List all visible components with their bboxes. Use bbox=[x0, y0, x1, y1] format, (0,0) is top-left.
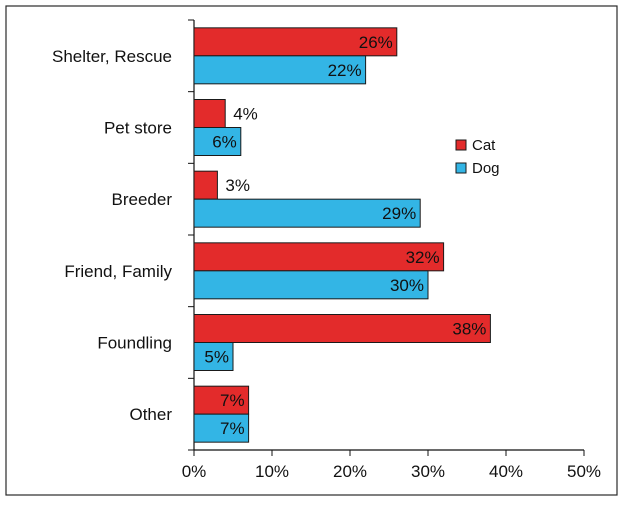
bar-cat bbox=[193, 170, 218, 200]
bar-cat bbox=[193, 27, 398, 57]
data-label: 3% bbox=[225, 176, 250, 195]
x-tick-label: 20% bbox=[333, 462, 367, 481]
category-label: Foundling bbox=[97, 334, 172, 353]
x-tick-label: 30% bbox=[411, 462, 445, 481]
bar-dog bbox=[193, 198, 421, 228]
data-label: 5% bbox=[204, 348, 229, 367]
bar-cat bbox=[193, 385, 250, 415]
x-tick-label: 10% bbox=[255, 462, 289, 481]
data-label: 6% bbox=[212, 133, 237, 152]
data-label: 7% bbox=[220, 419, 245, 438]
data-label: 7% bbox=[220, 391, 245, 410]
x-tick-label: 50% bbox=[567, 462, 601, 481]
category-label: Shelter, Rescue bbox=[52, 47, 172, 66]
data-label: 29% bbox=[382, 204, 416, 223]
data-label: 32% bbox=[406, 248, 440, 267]
bar-cat bbox=[193, 242, 445, 272]
legend-label-cat: Cat bbox=[472, 137, 496, 154]
bar-dog bbox=[193, 127, 242, 156]
data-label: 4% bbox=[233, 105, 258, 124]
category-label: Breeder bbox=[112, 190, 173, 209]
data-label: 38% bbox=[452, 320, 486, 339]
bar-dog bbox=[193, 55, 367, 85]
legend-swatch-dog bbox=[455, 162, 467, 174]
x-tick-label: 40% bbox=[489, 462, 523, 481]
bar-cat bbox=[193, 314, 491, 343]
category-label: Friend, Family bbox=[64, 262, 172, 281]
data-label: 30% bbox=[390, 276, 424, 295]
bar-dog bbox=[193, 413, 250, 443]
legend-swatch-cat bbox=[455, 139, 467, 151]
data-label: 26% bbox=[359, 33, 393, 52]
data-label: 22% bbox=[328, 61, 362, 80]
x-tick-label: 0% bbox=[182, 462, 207, 481]
category-label: Pet store bbox=[104, 119, 172, 138]
bar-dog bbox=[193, 270, 429, 300]
category-label: Other bbox=[129, 405, 172, 424]
bar-cat bbox=[193, 99, 226, 128]
legend-label-dog: Dog bbox=[472, 160, 500, 177]
bar-dog bbox=[193, 342, 234, 371]
